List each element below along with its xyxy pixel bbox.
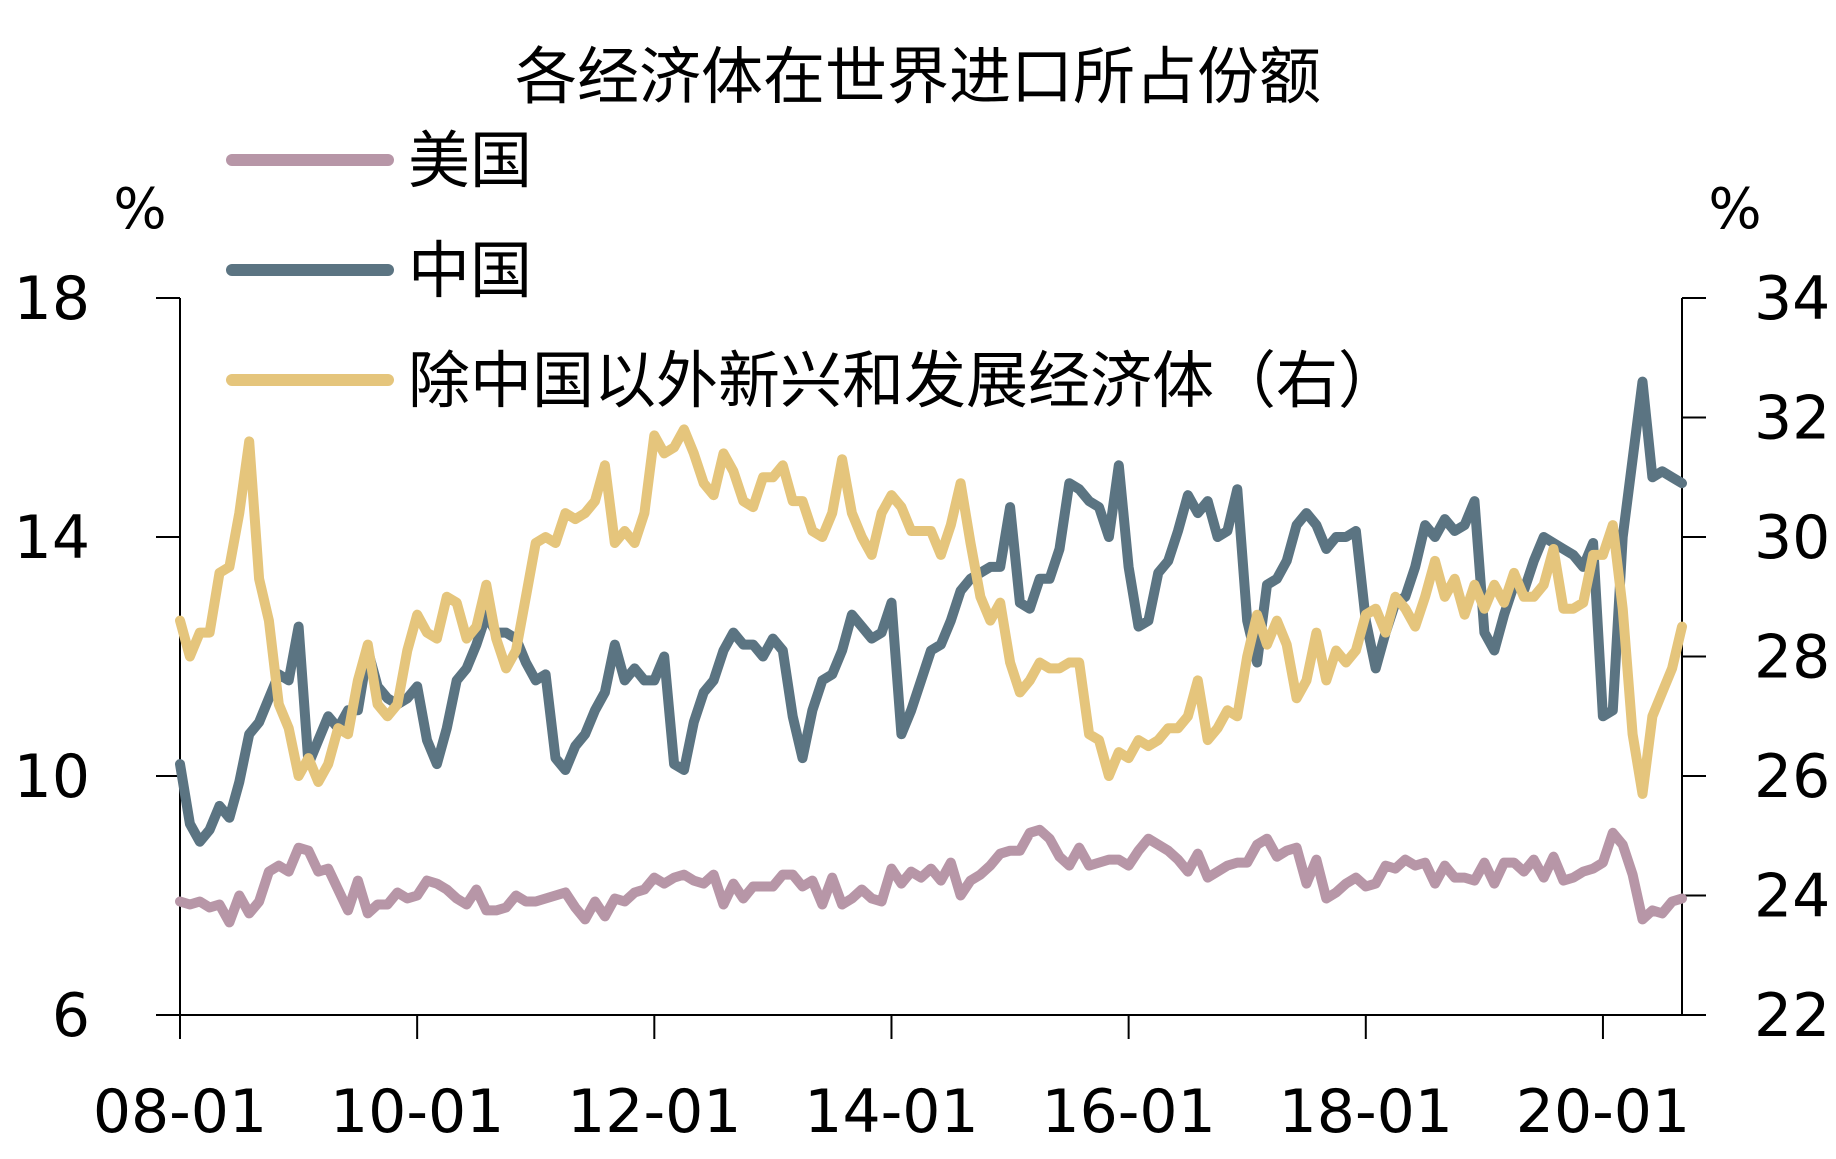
x-tick-label: 18-01 — [1279, 1077, 1453, 1147]
x-tick-label: 10-01 — [330, 1077, 504, 1147]
legend-label-1: 美国 — [408, 124, 532, 197]
x-tick-label: 12-01 — [567, 1077, 741, 1147]
right-axis-ticks: 22 24 26 28 30 32 34 — [1682, 264, 1830, 1051]
right-tick-label: 32 — [1754, 384, 1830, 454]
right-axis-unit: % — [1708, 177, 1761, 242]
left-axis-ticks: 6 10 14 18 — [14, 264, 180, 1051]
legend-label-2: 中国 — [408, 234, 532, 307]
legend-label-3: 除中国以外新兴和发展经济体（右） — [408, 344, 1400, 417]
x-tick-label: 08-01 — [93, 1077, 267, 1147]
x-tick-label: 20-01 — [1516, 1077, 1690, 1147]
x-tick-label: 16-01 — [1041, 1077, 1215, 1147]
series-line-2 — [175, 376, 1687, 847]
right-tick-label: 30 — [1754, 503, 1830, 573]
series-lines — [175, 376, 1687, 928]
left-tick-label: 6 — [52, 981, 90, 1051]
series-line-3 — [175, 424, 1687, 799]
x-tick-label: 14-01 — [804, 1077, 978, 1147]
x-axis-ticks: 08-01 10-01 12-01 14-01 16-01 18-01 20-01 — [93, 1015, 1690, 1147]
left-tick-label: 14 — [14, 503, 90, 573]
right-tick-label: 22 — [1754, 981, 1830, 1051]
right-tick-label: 24 — [1754, 862, 1830, 932]
right-tick-label: 28 — [1754, 623, 1830, 693]
left-tick-label: 10 — [14, 742, 90, 812]
left-tick-label: 18 — [14, 264, 90, 334]
series-line-1 — [175, 824, 1687, 928]
right-tick-label: 26 — [1754, 742, 1830, 812]
chart-title: 各经济体在世界进口所占份额 — [515, 40, 1321, 113]
right-tick-label: 34 — [1754, 264, 1830, 334]
left-axis-unit: % — [113, 177, 166, 242]
